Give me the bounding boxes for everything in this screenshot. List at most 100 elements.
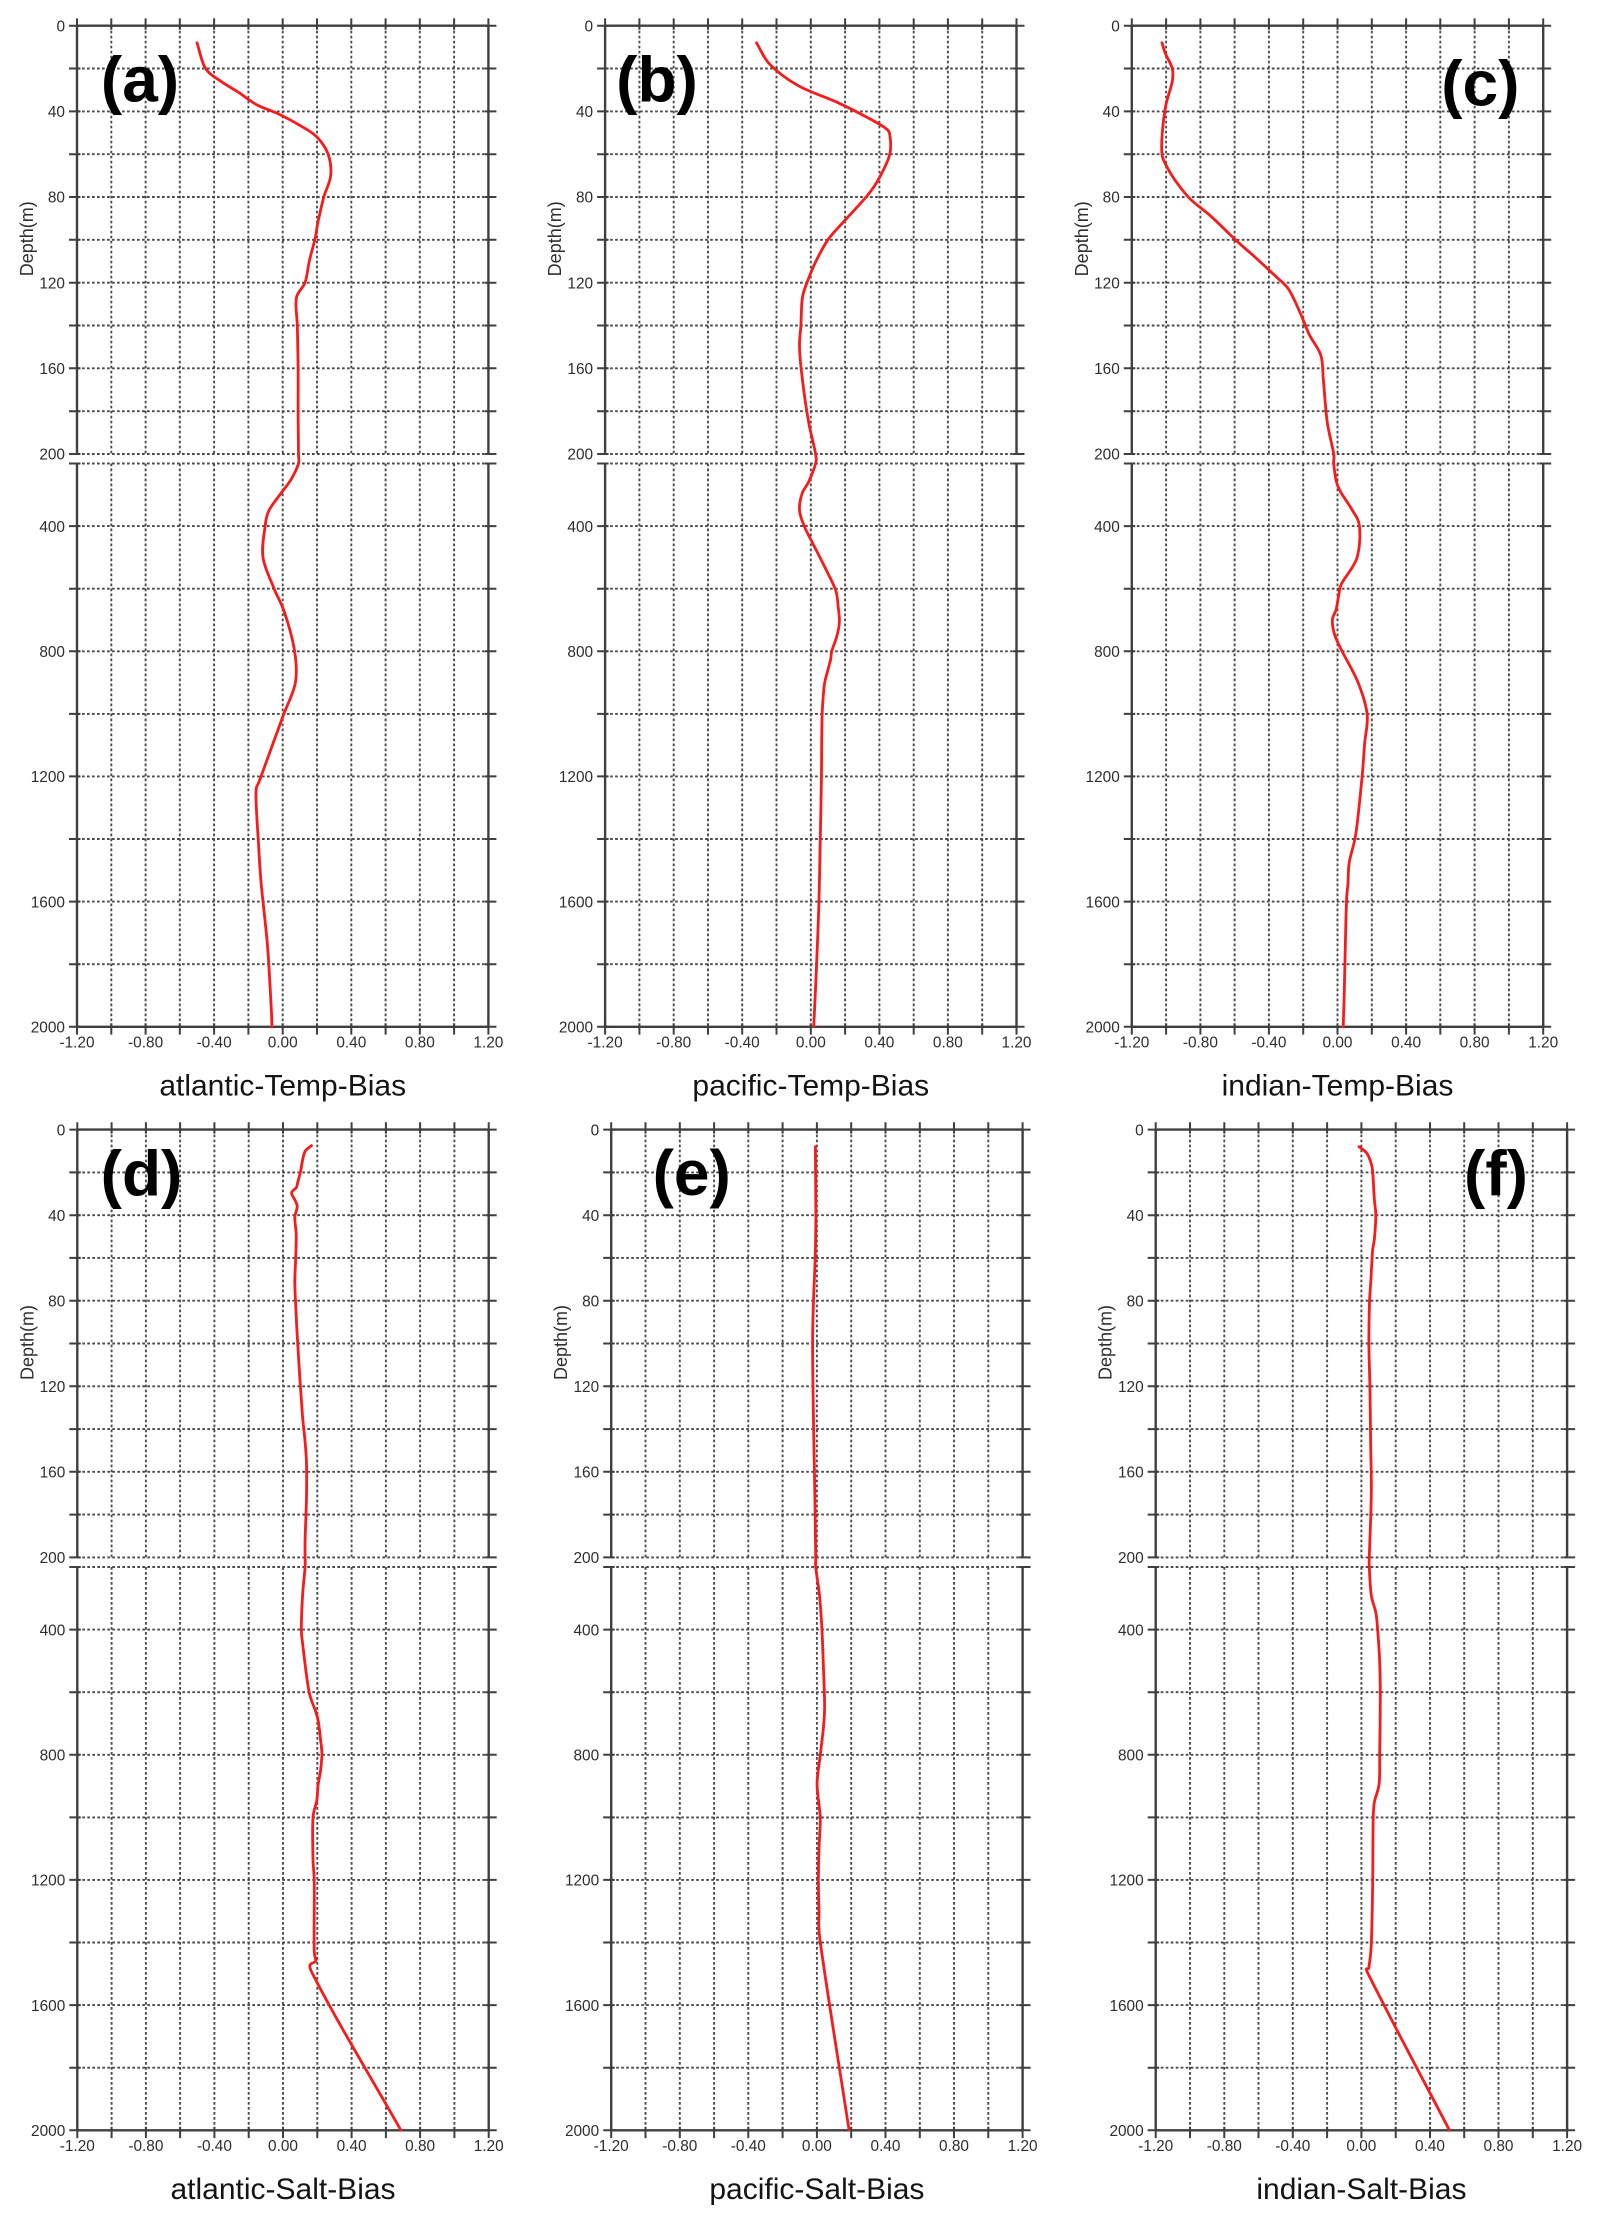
svg-text:1.20: 1.20 <box>1008 2138 1038 2155</box>
svg-text:0.40: 0.40 <box>1415 2138 1445 2155</box>
svg-text:0.40: 0.40 <box>337 2138 367 2155</box>
svg-text:0.40: 0.40 <box>1391 1035 1421 1052</box>
svg-text:400: 400 <box>574 1622 600 1639</box>
svg-text:0: 0 <box>1135 1122 1144 1139</box>
svg-text:200: 200 <box>1118 1550 1144 1567</box>
svg-text:0.80: 0.80 <box>405 1035 435 1052</box>
svg-text:400: 400 <box>40 1622 66 1639</box>
svg-text:2000: 2000 <box>1086 1020 1120 1037</box>
svg-text:0: 0 <box>591 1122 600 1139</box>
svg-text:(c): (c) <box>1441 48 1519 120</box>
svg-text:160: 160 <box>567 361 593 378</box>
svg-text:-0.80: -0.80 <box>662 2138 697 2155</box>
svg-text:(d): (d) <box>101 1137 183 1209</box>
svg-text:Depth(m): Depth(m) <box>17 1305 37 1380</box>
svg-text:40: 40 <box>582 1208 599 1225</box>
svg-text:80: 80 <box>1103 190 1120 207</box>
svg-text:80: 80 <box>48 1293 65 1310</box>
svg-text:1600: 1600 <box>1109 1998 1143 2015</box>
svg-text:-1.20: -1.20 <box>1138 2138 1173 2155</box>
svg-text:1.20: 1.20 <box>1552 2138 1582 2155</box>
svg-text:80: 80 <box>48 190 65 207</box>
svg-text:0.00: 0.00 <box>1346 2138 1376 2155</box>
svg-text:-0.80: -0.80 <box>1207 2138 1242 2155</box>
svg-text:1600: 1600 <box>1086 894 1120 911</box>
svg-text:0.00: 0.00 <box>268 2138 298 2155</box>
svg-text:80: 80 <box>1127 1293 1144 1310</box>
svg-text:160: 160 <box>39 361 65 378</box>
svg-text:Depth(m): Depth(m) <box>17 201 37 276</box>
svg-text:80: 80 <box>576 190 593 207</box>
svg-text:120: 120 <box>1118 1379 1144 1396</box>
svg-text:0.00: 0.00 <box>796 1035 826 1052</box>
svg-text:(b): (b) <box>616 44 698 116</box>
svg-text:400: 400 <box>39 519 65 536</box>
svg-text:2000: 2000 <box>1109 2123 1143 2140</box>
svg-text:atlantic-Salt-Bias: atlantic-Salt-Bias <box>170 2173 395 2206</box>
svg-text:400: 400 <box>567 519 593 536</box>
svg-text:120: 120 <box>574 1379 600 1396</box>
svg-text:0.40: 0.40 <box>336 1035 366 1052</box>
svg-text:0: 0 <box>585 18 594 35</box>
svg-text:-1.20: -1.20 <box>588 1035 623 1052</box>
svg-text:Depth(m): Depth(m) <box>545 201 565 276</box>
svg-text:1600: 1600 <box>559 894 593 911</box>
svg-text:0.00: 0.00 <box>1323 1035 1353 1052</box>
svg-text:80: 80 <box>582 1293 599 1310</box>
svg-text:400: 400 <box>1118 1622 1144 1639</box>
svg-text:pacific-Salt-Bias: pacific-Salt-Bias <box>709 2173 924 2206</box>
svg-text:-1.20: -1.20 <box>60 2138 95 2155</box>
svg-text:(f): (f) <box>1464 1137 1528 1209</box>
svg-text:-0.40: -0.40 <box>1251 1035 1286 1052</box>
svg-text:-0.40: -0.40 <box>197 2138 232 2155</box>
svg-text:800: 800 <box>567 644 593 661</box>
svg-text:pacific-Temp-Bias: pacific-Temp-Bias <box>692 1069 929 1102</box>
svg-text:200: 200 <box>40 1550 66 1567</box>
svg-text:120: 120 <box>40 1379 66 1396</box>
svg-text:Depth(m): Depth(m) <box>1072 201 1092 276</box>
svg-text:0.40: 0.40 <box>871 2138 901 2155</box>
svg-text:-0.40: -0.40 <box>731 2138 766 2155</box>
svg-text:0.80: 0.80 <box>939 2138 969 2155</box>
svg-text:(e): (e) <box>653 1137 731 1209</box>
svg-text:200: 200 <box>567 447 593 464</box>
svg-text:800: 800 <box>574 1748 600 1765</box>
svg-text:-1.20: -1.20 <box>59 1035 94 1052</box>
svg-text:-0.80: -0.80 <box>128 2138 163 2155</box>
svg-text:0.80: 0.80 <box>405 2138 435 2155</box>
svg-text:0.00: 0.00 <box>802 2138 832 2155</box>
svg-text:atlantic-Temp-Bias: atlantic-Temp-Bias <box>159 1069 406 1102</box>
svg-text:0.40: 0.40 <box>864 1035 894 1052</box>
svg-text:160: 160 <box>40 1465 66 1482</box>
svg-text:800: 800 <box>40 1748 66 1765</box>
svg-text:1200: 1200 <box>31 769 65 786</box>
svg-text:400: 400 <box>1094 519 1120 536</box>
svg-text:2000: 2000 <box>31 1020 65 1037</box>
svg-text:-0.40: -0.40 <box>725 1035 760 1052</box>
svg-text:indian-Salt-Bias: indian-Salt-Bias <box>1256 2173 1466 2206</box>
svg-text:800: 800 <box>1094 644 1120 661</box>
svg-text:0.80: 0.80 <box>1484 2138 1514 2155</box>
svg-text:0: 0 <box>1111 18 1120 35</box>
svg-text:1200: 1200 <box>1086 769 1120 786</box>
svg-text:1.20: 1.20 <box>1002 1035 1032 1052</box>
svg-text:-0.80: -0.80 <box>128 1035 163 1052</box>
svg-text:120: 120 <box>1094 275 1120 292</box>
svg-text:-1.20: -1.20 <box>594 2138 629 2155</box>
svg-text:1.20: 1.20 <box>473 1035 503 1052</box>
svg-text:1200: 1200 <box>559 769 593 786</box>
svg-text:Depth(m): Depth(m) <box>551 1305 571 1380</box>
svg-text:40: 40 <box>576 104 593 121</box>
svg-text:160: 160 <box>574 1465 600 1482</box>
svg-text:120: 120 <box>39 275 65 292</box>
svg-text:1.20: 1.20 <box>474 2138 504 2155</box>
svg-text:indian-Temp-Bias: indian-Temp-Bias <box>1222 1069 1454 1102</box>
svg-text:160: 160 <box>1094 361 1120 378</box>
svg-text:(a): (a) <box>101 44 179 116</box>
svg-text:1200: 1200 <box>31 1873 65 1890</box>
svg-text:2000: 2000 <box>559 1020 593 1037</box>
svg-text:-0.80: -0.80 <box>656 1035 691 1052</box>
svg-text:0: 0 <box>57 1122 66 1139</box>
svg-text:160: 160 <box>1118 1465 1144 1482</box>
svg-text:1.20: 1.20 <box>1528 1035 1558 1052</box>
